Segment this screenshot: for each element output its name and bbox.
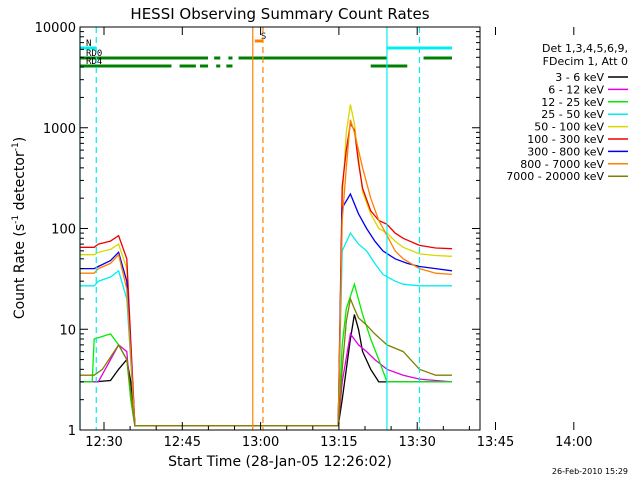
- x-tick-label-5: 13:45: [477, 435, 514, 450]
- y-tick-label-0: 1: [68, 424, 76, 439]
- x-tick-label-4: 13:30: [398, 435, 435, 450]
- x-axis: 12:30 12:45 13:00 13:15 13:30 13:45 14:00: [85, 27, 593, 450]
- series-line-5: [80, 121, 453, 427]
- series-line-0: [80, 314, 452, 427]
- legend-label-0: 3 - 6 keV: [555, 71, 604, 84]
- legend: Det 1,3,4,5,6,9,FDecim 1, Att 0 3 - 6 keV…: [506, 42, 628, 183]
- legend-label-2: 12 - 25 keV: [541, 96, 604, 109]
- legend-label-4: 50 - 100 keV: [534, 121, 604, 134]
- series-line-7: [80, 119, 453, 427]
- legend-label-8: 7000 - 20000 keV: [506, 170, 604, 183]
- series-line-8: [80, 296, 452, 427]
- y-axis: 1 10 100 1000 10000: [35, 21, 480, 439]
- y-tick-label-3: 1000: [43, 122, 76, 137]
- flag-label-1: RD4: [86, 57, 102, 67]
- legend-label-1: 6 - 12 keV: [548, 83, 604, 96]
- x-tick-label-1: 12:45: [164, 435, 201, 450]
- x-tick-label-2: 13:00: [242, 435, 279, 450]
- x-axis-label: Start Time (28-Jan-05 12:26:02): [168, 454, 392, 470]
- chart-title: HESSI Observing Summary Count Rates: [130, 5, 429, 23]
- x-tick-label-0: 12:30: [85, 435, 122, 450]
- y-tick-label-4: 10000: [35, 21, 76, 36]
- y-tick-label-1: 10: [59, 323, 76, 338]
- legend-label-5: 100 - 300 keV: [527, 133, 604, 146]
- flag-layer: RD0RD4NS: [80, 32, 452, 68]
- series-line-1: [80, 332, 453, 427]
- series-line-6: [80, 192, 453, 427]
- flag-label-0: RD0: [86, 49, 102, 59]
- legend-label-3: 25 - 50 keV: [541, 108, 604, 121]
- legend-header-1: FDecim 1, Att 0: [543, 55, 628, 68]
- series-line-3: [80, 231, 452, 427]
- series-layer: [80, 104, 453, 427]
- footer-timestamp: 26-Feb-2010 15:29: [552, 467, 628, 476]
- series-line-2: [80, 281, 452, 427]
- x-tick-label-6: 14:00: [555, 435, 592, 450]
- legend-label-7: 800 - 7000 keV: [520, 158, 604, 171]
- legend-label-6: 300 - 800 keV: [527, 145, 604, 158]
- legend-header-0: Det 1,3,4,5,6,9,: [542, 42, 628, 55]
- series-line-4: [80, 104, 453, 427]
- y-tick-label-2: 100: [51, 223, 76, 238]
- flag-label-2: N: [86, 39, 91, 49]
- y-axis-label: Count Rate (s-1 detector-1): [11, 137, 28, 319]
- x-tick-label-3: 13:15: [320, 435, 357, 450]
